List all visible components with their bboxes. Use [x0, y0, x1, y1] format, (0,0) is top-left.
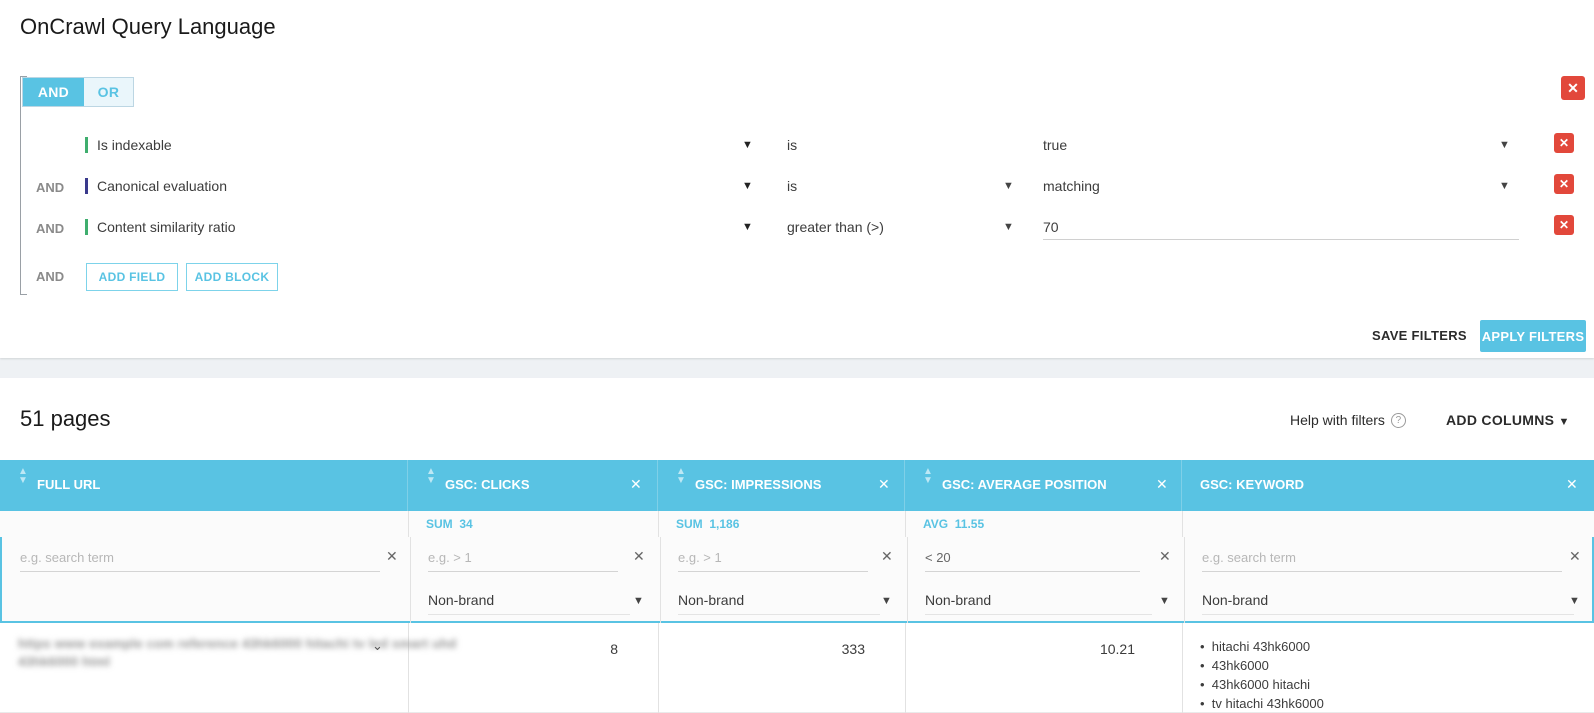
svg-text:43hk6000 html: 43hk6000 html	[18, 654, 110, 669]
